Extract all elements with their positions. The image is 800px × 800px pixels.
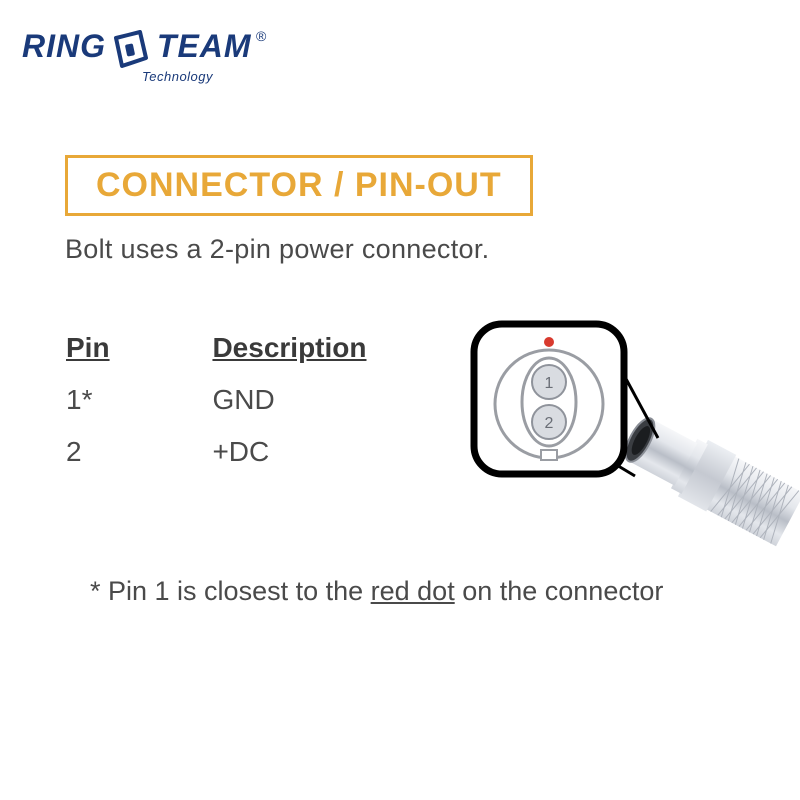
pin-table: Pin Description 1* GND 2 +DC — [66, 332, 366, 468]
red-dot-icon — [544, 337, 554, 347]
intro-text: Bolt uses a 2-pin power connector. — [65, 234, 489, 265]
footnote: * Pin 1 is closest to the red dot on the… — [90, 576, 663, 607]
logo-trademark: ® — [256, 28, 266, 44]
footnote-prefix: * Pin 1 is closest to the — [90, 576, 371, 606]
table-row: 2 +DC — [66, 436, 366, 468]
footnote-suffix: on the connector — [455, 576, 664, 606]
cell-description: GND — [212, 384, 274, 416]
table-header-row: Pin Description — [66, 332, 366, 364]
pin-2-label: 2 — [545, 415, 554, 432]
header-pin: Pin — [66, 332, 208, 364]
pin-1-label: 1 — [545, 375, 554, 392]
header-description: Description — [212, 332, 366, 364]
section-title-box: CONNECTOR / PIN-OUT — [65, 155, 533, 216]
connector-body-icon — [616, 407, 800, 548]
logo-ring-text: RING — [22, 28, 106, 64]
logo-team-text: TEAM — [157, 28, 252, 64]
connector-diagram: 1 2 — [470, 310, 800, 560]
section-title: CONNECTOR / PIN-OUT — [96, 166, 502, 205]
cell-pin: 1* — [66, 384, 208, 416]
cell-description: +DC — [212, 436, 269, 468]
footnote-underlined: red dot — [371, 576, 455, 606]
cell-pin: 2 — [66, 436, 208, 468]
brand-logo: RING TEAM ® Technology — [22, 28, 266, 84]
table-row: 1* GND — [66, 384, 366, 416]
